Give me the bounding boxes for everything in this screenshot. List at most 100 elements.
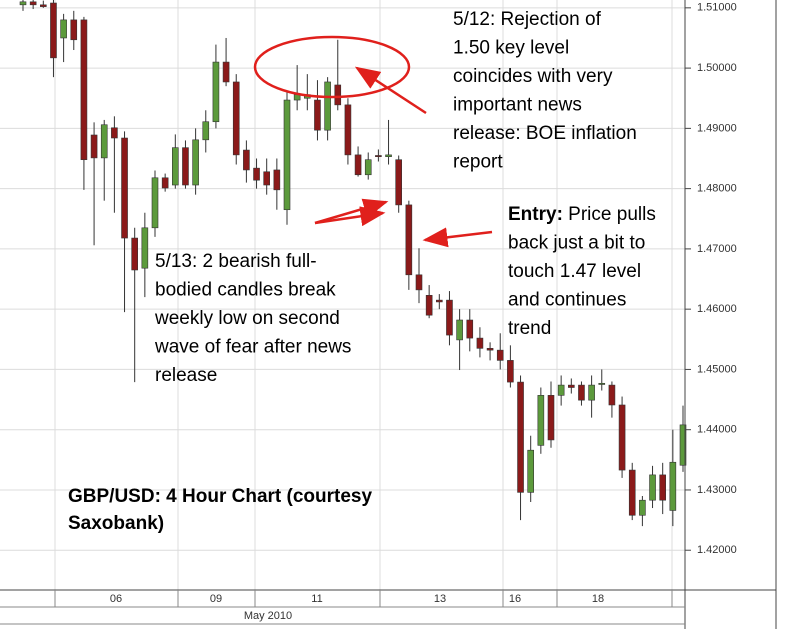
y-tick-label: 1.48000	[697, 183, 737, 195]
candle-body	[70, 19, 78, 41]
annotation-text: 5/12: Rejection of	[453, 9, 602, 30]
candle-body	[608, 384, 616, 406]
annotation-line: release	[155, 365, 217, 386]
annotation-line: weekly low on second	[154, 308, 340, 329]
x-tick-label: 11	[311, 593, 322, 605]
annotation-text: weekly low on second	[154, 308, 340, 329]
annotation-text: 1.50 key level	[453, 38, 569, 59]
y-tick-label: 1.51000	[697, 2, 737, 14]
candle-body	[222, 61, 230, 83]
candle-body	[537, 395, 545, 446]
candle-body	[344, 104, 352, 156]
candle-body	[263, 171, 270, 186]
candle-body	[334, 84, 342, 106]
candle-body	[446, 299, 453, 336]
candle-body	[182, 147, 189, 186]
grid	[0, 0, 685, 590]
candle-body	[314, 99, 321, 131]
candle-body	[90, 134, 98, 159]
candle-body	[507, 360, 514, 383]
annotation-line: back just a bit to	[508, 233, 645, 254]
annotation-line: release: BOE inflation	[453, 123, 637, 144]
candle-body	[243, 149, 250, 171]
candle-body	[425, 295, 433, 316]
x-tick-label: 09	[210, 593, 222, 605]
candle-body	[161, 177, 169, 189]
candle-body	[121, 137, 128, 239]
annotation-line: bodied candles break	[155, 280, 336, 301]
candle-body	[100, 124, 108, 159]
month-label: May 2010	[244, 610, 292, 622]
x-axis: 06 09 11 13 16 18 May 2010	[54, 590, 673, 622]
candle-body	[202, 121, 210, 141]
candles	[19, 0, 687, 527]
annotations: 5/12: Rejection of 1.50 key level coincide…	[68, 9, 656, 534]
annotation-text: back just a bit to	[508, 233, 645, 254]
annotation-text: coincides with very	[453, 66, 613, 87]
annotation-line: and continues	[508, 290, 626, 311]
y-tick-label: 1.44000	[697, 424, 737, 436]
candle-body	[354, 154, 362, 176]
annotation-line: report	[453, 152, 503, 173]
y-tick-label: 1.42000	[697, 544, 737, 556]
annotation-line: coincides with very	[453, 66, 613, 87]
annotation-text: and continues	[508, 290, 626, 311]
annotation-line: wave of fear after news	[154, 337, 351, 358]
candle-body	[324, 81, 331, 131]
annotation-text: important news	[453, 95, 582, 116]
candle-body	[364, 159, 372, 176]
candle-body	[659, 474, 666, 501]
candle-body	[568, 384, 575, 388]
candle-body	[40, 4, 47, 7]
annotation-line: trend	[508, 318, 551, 339]
annotation-text: 5/13: 2 bearish full-	[155, 251, 317, 272]
candle-body	[679, 424, 687, 466]
candle-body	[283, 99, 291, 211]
candle-body	[111, 127, 118, 139]
candle-body	[466, 319, 474, 339]
y-tick-label: 1.43000	[697, 484, 737, 496]
annotation-line: 1.50 key level	[453, 38, 569, 59]
annotation-text: wave of fear after news	[154, 337, 351, 358]
candle-body	[212, 61, 220, 123]
arrow	[422, 227, 493, 248]
annotation-line: 5/13: 2 bearish full-	[155, 251, 317, 272]
candle-body	[669, 461, 677, 511]
candle-body	[547, 395, 555, 441]
candle-body	[527, 449, 534, 493]
annotation-text: release: BOE inflation	[453, 123, 637, 144]
x-tick-label: 13	[434, 593, 446, 605]
candle-body	[131, 237, 138, 271]
y-tick-label: 1.50000	[697, 62, 737, 74]
annotation-label: Entry:	[508, 204, 563, 225]
candle-body	[172, 147, 179, 186]
candle-body	[639, 499, 646, 516]
candle-body	[50, 2, 57, 59]
annotation-line: important news	[453, 95, 582, 116]
y-tick-label: 1.45000	[697, 363, 737, 375]
candle-body	[273, 169, 281, 191]
candle-body	[60, 19, 67, 39]
highlight-ellipse	[253, 35, 411, 99]
annotation-text: bodied candles break	[155, 280, 336, 301]
candle-body	[578, 384, 585, 401]
candle-body	[649, 474, 656, 501]
x-tick-label: 16	[509, 593, 521, 605]
arrow	[354, 66, 427, 115]
chart-title: GBP/USD: 4 Hour Chart (courtesy	[68, 486, 372, 507]
annotation-text: touch 1.47 level	[508, 261, 641, 282]
annotation-text: Price pulls	[563, 204, 656, 225]
candle-body	[486, 348, 494, 351]
candle-body	[232, 81, 240, 156]
annotation-text: release	[155, 365, 217, 386]
candle-body	[29, 1, 37, 6]
candle-body	[517, 381, 524, 493]
candle-body	[598, 382, 606, 385]
candle-body	[385, 154, 392, 157]
annotation-line: Entry: Price pulls	[508, 204, 656, 225]
y-tick-label: 1.46000	[697, 303, 737, 315]
annotation-text: trend	[508, 318, 551, 339]
y-axis: 1.51000 1.50000 1.49000 1.48000 1.47000 1.460…	[685, 2, 737, 556]
candle-body	[19, 1, 27, 6]
